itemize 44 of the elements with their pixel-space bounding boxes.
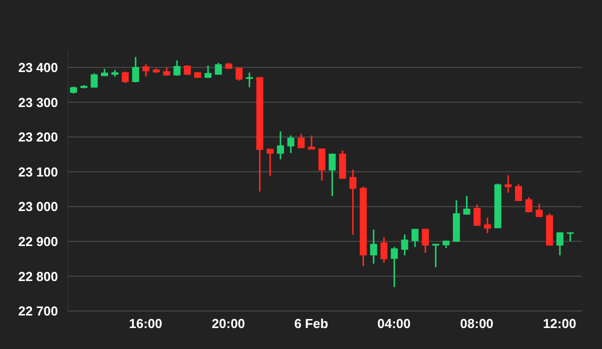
x-tick-label: 12:00 bbox=[542, 316, 576, 332]
candlestick bbox=[308, 134, 316, 150]
y-tick-label: 22 900 bbox=[18, 234, 58, 250]
y-tick-label: 22 700 bbox=[18, 304, 58, 319]
candlestick bbox=[328, 152, 336, 197]
candlestick bbox=[370, 228, 378, 264]
candlestick bbox=[484, 216, 491, 234]
y-tick-label: 23 000 bbox=[18, 199, 58, 214]
candlestick bbox=[504, 174, 512, 194]
candlestick bbox=[276, 130, 284, 160]
y-tick-label: 23 100 bbox=[18, 164, 58, 180]
x-tick-label: 20:00 bbox=[212, 316, 246, 332]
candlestick bbox=[463, 195, 470, 216]
x-tick-label: 16:00 bbox=[128, 316, 162, 332]
candlestick bbox=[422, 228, 429, 254]
candlestick bbox=[142, 64, 150, 78]
x-tick-label: 6 Feb bbox=[294, 316, 328, 332]
candlestick bbox=[556, 232, 564, 256]
candlestick bbox=[236, 66, 243, 82]
candlestick bbox=[536, 203, 543, 218]
candlestick bbox=[390, 246, 398, 288]
y-tick-label: 22 800 bbox=[18, 268, 58, 284]
y-tick-label: 23 400 bbox=[18, 60, 58, 76]
y-tick-label: 23 200 bbox=[18, 130, 58, 145]
x-tick-label: 04:00 bbox=[377, 316, 411, 332]
y-tick-label: 23 300 bbox=[18, 94, 58, 110]
candlestick bbox=[474, 204, 481, 226]
candlestick bbox=[349, 168, 356, 236]
candlestick bbox=[380, 236, 388, 264]
candlestick bbox=[132, 56, 140, 84]
candlestick bbox=[525, 196, 532, 213]
candlestick bbox=[401, 234, 408, 256]
candlestick bbox=[173, 60, 180, 76]
candlestick bbox=[298, 133, 305, 149]
candlestick bbox=[246, 72, 253, 88]
candlestick bbox=[266, 148, 274, 177]
x-tick-label: 08:00 bbox=[460, 316, 494, 332]
candlestick bbox=[90, 72, 98, 88]
candlestick bbox=[318, 148, 326, 182]
candlestick bbox=[204, 64, 212, 79]
candlestick bbox=[287, 134, 294, 154]
candlestick bbox=[122, 70, 129, 84]
candlestick bbox=[412, 228, 419, 248]
candlestick bbox=[515, 184, 522, 202]
